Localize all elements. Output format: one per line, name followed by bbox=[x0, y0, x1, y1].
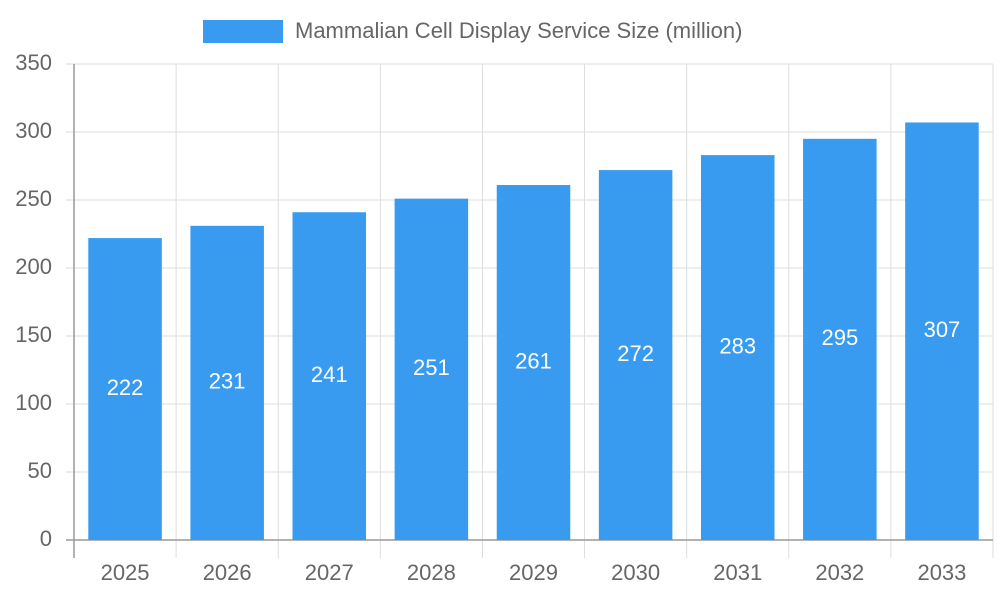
y-tick-label: 150 bbox=[15, 322, 52, 347]
data-label: 295 bbox=[821, 325, 858, 350]
data-label: 307 bbox=[924, 317, 961, 342]
y-tick-label: 300 bbox=[15, 118, 52, 143]
x-tick-label: 2032 bbox=[815, 560, 864, 585]
bar bbox=[700, 155, 775, 540]
data-label: 283 bbox=[719, 333, 756, 358]
x-tick-label: 2029 bbox=[509, 560, 558, 585]
x-tick-label: 2025 bbox=[101, 560, 150, 585]
x-tick-label: 2028 bbox=[407, 560, 456, 585]
data-label: 222 bbox=[107, 375, 144, 400]
bar bbox=[292, 212, 367, 541]
bar bbox=[88, 238, 162, 540]
bar bbox=[803, 138, 877, 541]
bar bbox=[496, 185, 571, 541]
data-label: 261 bbox=[515, 348, 552, 373]
x-tick-label: 2026 bbox=[203, 560, 252, 585]
data-label: 251 bbox=[413, 355, 450, 380]
legend-swatch bbox=[203, 20, 283, 43]
y-tick-label: 0 bbox=[40, 526, 52, 551]
x-tick-label: 2031 bbox=[713, 560, 762, 585]
y-tick-label: 200 bbox=[15, 254, 52, 279]
y-tick-label: 50 bbox=[28, 458, 52, 483]
x-tick-label: 2027 bbox=[305, 560, 354, 585]
y-tick-label: 100 bbox=[15, 390, 52, 415]
data-label: 272 bbox=[617, 341, 654, 366]
legend-label: Mammalian Cell Display Service Size (mil… bbox=[295, 18, 742, 43]
bar bbox=[394, 198, 469, 540]
y-tick-label: 350 bbox=[15, 50, 52, 75]
data-label: 231 bbox=[209, 369, 246, 394]
data-label: 241 bbox=[311, 362, 348, 387]
x-tick-label: 2033 bbox=[917, 560, 966, 585]
y-tick-label: 250 bbox=[15, 186, 52, 211]
bar bbox=[905, 122, 979, 540]
bar bbox=[598, 170, 673, 540]
bar bbox=[190, 225, 264, 540]
x-tick-label: 2030 bbox=[611, 560, 660, 585]
